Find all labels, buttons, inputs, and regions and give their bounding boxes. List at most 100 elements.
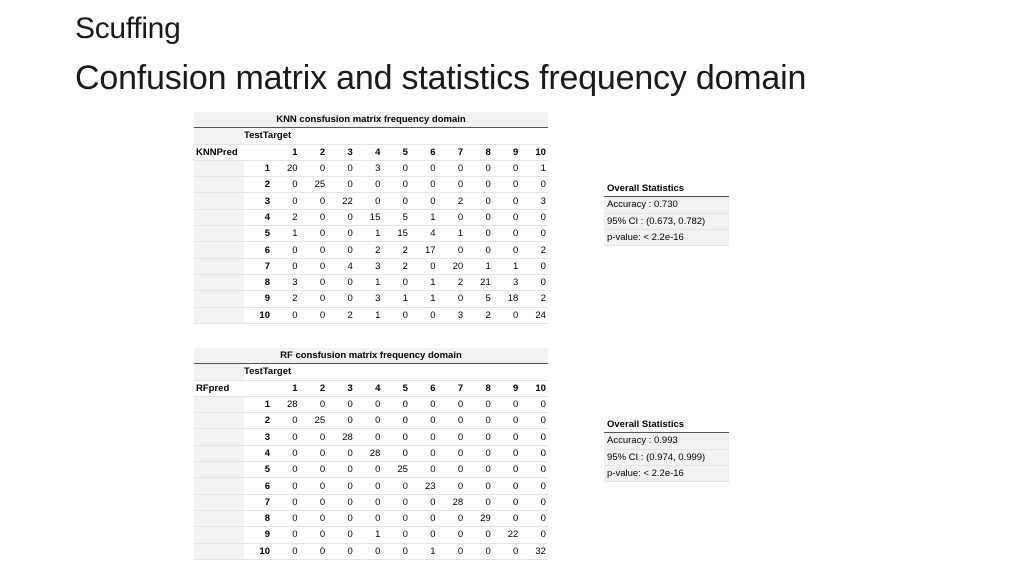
row-header: 3 bbox=[244, 428, 272, 446]
matrix-caption-row: RF consfusion matrix frequency domain bbox=[194, 348, 548, 365]
matrix-cell: 2 bbox=[354, 241, 383, 259]
matrix-cell: 3 bbox=[354, 160, 383, 178]
column-header: 1 bbox=[272, 380, 300, 397]
stats-confidence-interval: 95% CI : (0.974, 0.999) bbox=[604, 449, 729, 466]
matrix-cell: 0 bbox=[437, 160, 466, 178]
table-row: 4 0 0 0 28 0 0 0 0 0 0 bbox=[194, 445, 548, 463]
column-header: 1 bbox=[272, 144, 300, 161]
empty-cell bbox=[194, 363, 244, 381]
matrix-cell: 0 bbox=[437, 428, 466, 446]
matrix-cell: 1 bbox=[382, 290, 410, 308]
matrix-cell: 2 bbox=[465, 307, 493, 324]
table-row: 4 2 0 0 15 5 1 0 0 0 0 bbox=[194, 209, 548, 227]
empty-cell bbox=[194, 510, 244, 528]
matrix-cell: 0 bbox=[382, 176, 410, 194]
table-row: 2 0 25 0 0 0 0 0 0 0 0 bbox=[194, 412, 548, 430]
matrix-cell: 0 bbox=[492, 510, 521, 528]
matrix-cell: 2 bbox=[520, 241, 548, 259]
matrix-cell: 0 bbox=[382, 510, 410, 528]
column-header: 7 bbox=[437, 144, 466, 161]
matrix-cell: 0 bbox=[354, 412, 383, 430]
knn-confusion-matrix: KNN consfusion matrix frequency domain Te… bbox=[194, 112, 548, 324]
matrix-cell: 0 bbox=[382, 445, 410, 463]
matrix-cell: 5 bbox=[465, 290, 493, 308]
target-label-row: TestTarget bbox=[194, 363, 548, 381]
matrix-cell: 0 bbox=[409, 258, 438, 275]
target-axis-label: TestTarget bbox=[244, 127, 548, 145]
matrix-cell: 1 bbox=[492, 258, 521, 275]
matrix-cell: 0 bbox=[327, 209, 355, 227]
matrix-cell: 0 bbox=[520, 225, 548, 243]
table-row: 6 0 0 0 0 0 23 0 0 0 0 bbox=[194, 477, 548, 495]
empty-cell bbox=[194, 396, 244, 414]
column-header: 5 bbox=[382, 380, 410, 397]
empty-cell bbox=[244, 380, 272, 397]
matrix-cell: 0 bbox=[492, 160, 521, 178]
stats-p-value: p-value: < 2.2e-16 bbox=[604, 229, 729, 247]
matrix-cell: 0 bbox=[327, 543, 355, 560]
table-row: 8 3 0 0 1 0 1 2 21 3 0 bbox=[194, 274, 548, 292]
column-header: 3 bbox=[327, 380, 355, 397]
matrix-cell: 0 bbox=[465, 543, 493, 560]
row-header: 9 bbox=[244, 290, 272, 308]
matrix-cell: 0 bbox=[437, 396, 466, 414]
table-row: 9 2 0 0 3 1 1 0 5 18 2 bbox=[194, 290, 548, 308]
row-header: 4 bbox=[244, 445, 272, 463]
matrix-cell: 22 bbox=[327, 192, 355, 210]
matrix-cell: 0 bbox=[299, 461, 328, 479]
empty-cell bbox=[194, 543, 244, 560]
matrix-cell: 0 bbox=[327, 510, 355, 528]
matrix-cell: 0 bbox=[492, 445, 521, 463]
matrix-cell: 2 bbox=[382, 241, 410, 259]
matrix-cell: 0 bbox=[327, 241, 355, 259]
table-row: 7 0 0 0 0 0 0 28 0 0 0 bbox=[194, 494, 548, 511]
row-header: 1 bbox=[244, 160, 272, 178]
matrix-cell: 0 bbox=[492, 307, 521, 324]
matrix-cell: 24 bbox=[520, 307, 548, 324]
column-header: 9 bbox=[492, 144, 521, 161]
matrix-cell: 0 bbox=[437, 461, 466, 479]
matrix-cell: 0 bbox=[465, 160, 493, 178]
matrix-cell: 0 bbox=[272, 510, 300, 528]
matrix-cell: 0 bbox=[272, 241, 300, 259]
table-row: 3 0 0 28 0 0 0 0 0 0 0 bbox=[194, 428, 548, 446]
matrix-cell: 0 bbox=[409, 461, 438, 479]
matrix-cell: 0 bbox=[437, 176, 466, 194]
matrix-cell: 0 bbox=[520, 461, 548, 479]
empty-cell bbox=[194, 445, 244, 463]
matrix-cell: 0 bbox=[520, 510, 548, 528]
matrix-cell: 0 bbox=[465, 241, 493, 259]
stats-accuracy: Accuracy : 0.730 bbox=[604, 197, 729, 214]
table-row: 8 0 0 0 0 0 0 0 29 0 0 bbox=[194, 510, 548, 528]
matrix-cell: 0 bbox=[437, 241, 466, 259]
matrix-cell: 0 bbox=[382, 428, 410, 446]
row-header: 1 bbox=[244, 396, 272, 414]
column-header: 6 bbox=[409, 380, 438, 397]
matrix-cell: 0 bbox=[299, 477, 328, 495]
matrix-cell: 1 bbox=[409, 290, 438, 308]
matrix-cell: 0 bbox=[272, 428, 300, 446]
matrix-cell: 3 bbox=[354, 258, 383, 275]
rf-confusion-matrix: RF consfusion matrix frequency domain Tes… bbox=[194, 348, 548, 560]
matrix-cell: 0 bbox=[327, 274, 355, 292]
matrix-cell: 17 bbox=[409, 241, 438, 259]
matrix-cell: 0 bbox=[492, 209, 521, 227]
matrix-cell: 0 bbox=[299, 307, 328, 324]
matrix-cell: 0 bbox=[409, 396, 438, 414]
matrix-cell: 0 bbox=[382, 543, 410, 560]
matrix-cell: 0 bbox=[272, 307, 300, 324]
stats-confidence-interval: 95% CI : (0.673, 0.782) bbox=[604, 213, 729, 230]
matrix-cell: 32 bbox=[520, 543, 548, 560]
column-header: 8 bbox=[465, 380, 493, 397]
row-header: 10 bbox=[244, 543, 272, 560]
matrix-cell: 0 bbox=[382, 494, 410, 511]
matrix-cell: 0 bbox=[492, 396, 521, 414]
empty-cell bbox=[194, 307, 244, 324]
column-header-row: RFpred 1 2 3 4 5 6 7 8 9 10 bbox=[194, 380, 548, 397]
matrix-cell: 28 bbox=[327, 428, 355, 446]
matrix-cell: 0 bbox=[465, 412, 493, 430]
empty-cell bbox=[194, 290, 244, 308]
row-header: 9 bbox=[244, 526, 272, 544]
column-header: 10 bbox=[520, 144, 548, 161]
matrix-cell: 2 bbox=[272, 209, 300, 227]
